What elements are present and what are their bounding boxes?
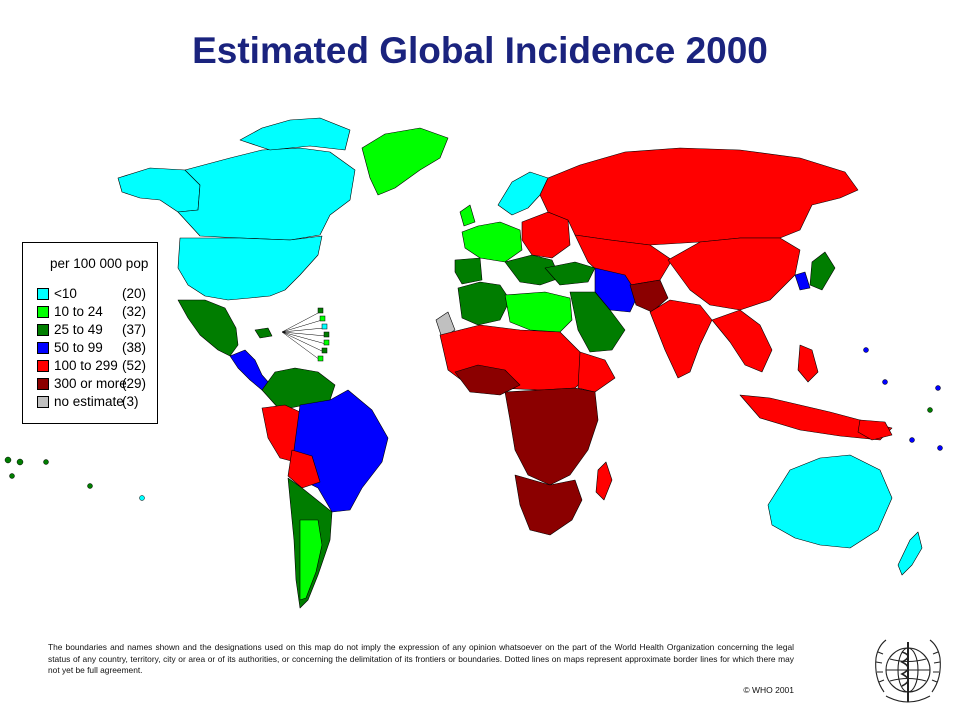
- region-horn: [577, 351, 616, 393]
- legend-item: 50 to 99 (38): [37, 340, 167, 356]
- legend-swatch: [37, 360, 49, 372]
- island-dot: [863, 347, 869, 353]
- island-dot: [909, 437, 915, 443]
- region-libya-egypt: [504, 291, 573, 333]
- map-legend: per 100 000 pop <10 (20) 10 to 24 (32) 2…: [22, 242, 158, 424]
- region-indonesia: [739, 394, 893, 441]
- legend-swatch: [37, 324, 49, 336]
- who-emblem-logo: [875, 639, 941, 703]
- region-australia: [767, 454, 893, 549]
- legend-item: 10 to 24 (32): [37, 304, 167, 320]
- region-usa: [177, 235, 323, 301]
- region-canada-islands: [239, 117, 351, 151]
- legend-count: (29): [122, 376, 147, 391]
- region-southern-africa: [514, 474, 583, 536]
- legend-swatch: [37, 396, 49, 408]
- region-north-africa-west: [457, 281, 511, 326]
- region-png: [857, 419, 893, 441]
- region-madagascar: [595, 461, 613, 501]
- region-china: [667, 237, 801, 311]
- island-dot: [882, 379, 888, 385]
- region-russia: [539, 147, 859, 246]
- map-disclaimer: The boundaries and names shown and the d…: [48, 642, 794, 675]
- region-greenland: [361, 127, 449, 196]
- region-mexico: [177, 299, 239, 357]
- legend-item: 100 to 299 (52): [37, 358, 167, 374]
- region-southeast-asia: [711, 309, 773, 373]
- region-caribbean: [254, 327, 273, 339]
- legend-label: no estimate: [54, 394, 124, 409]
- region-new-zealand: [897, 531, 923, 576]
- legend-label: 25 to 49: [54, 322, 103, 337]
- legend-label: <10: [54, 286, 77, 301]
- region-turkey: [544, 261, 596, 286]
- legend-label: 100 to 299: [54, 358, 118, 373]
- legend-count: (38): [122, 340, 147, 355]
- region-western-sahara: [435, 311, 456, 339]
- region-arabia: [569, 291, 626, 353]
- legend-swatch: [37, 288, 49, 300]
- region-central-america: [229, 349, 271, 391]
- legend-count: (37): [122, 322, 147, 337]
- legend-swatch: [37, 378, 49, 390]
- legend-count: (32): [122, 304, 147, 319]
- legend-label: 300 or more: [54, 376, 127, 391]
- legend-swatch: [37, 306, 49, 318]
- region-central-africa: [504, 387, 599, 486]
- legend-item: <10 (20): [37, 286, 167, 302]
- map-title: Estimated Global Incidence 2000: [192, 30, 768, 71]
- island-dot: [87, 483, 93, 489]
- legend-swatch: [37, 342, 49, 354]
- region-western-europe: [461, 221, 523, 263]
- island-dot: [927, 407, 933, 413]
- region-bolivia: [287, 449, 321, 489]
- legend-label: 50 to 99: [54, 340, 103, 355]
- legend-item: no estimate (3): [37, 394, 167, 410]
- region-japan: [809, 251, 836, 291]
- region-afghanistan: [629, 279, 669, 313]
- region-philippines: [797, 344, 819, 383]
- island-dot: [935, 385, 941, 391]
- region-argentina: [299, 519, 323, 601]
- legend-count: (3): [122, 394, 139, 409]
- legend-item: 300 or more (29): [37, 376, 167, 392]
- legend-count: (52): [122, 358, 147, 373]
- island-dot: [139, 495, 145, 501]
- island-dot: [16, 458, 24, 466]
- copyright-notice: © WHO 2001: [743, 685, 794, 695]
- island-dot: [937, 445, 943, 451]
- island-dot: [4, 456, 12, 464]
- region-india: [649, 299, 713, 379]
- island-dot: [9, 473, 15, 479]
- island-dot: [43, 459, 49, 465]
- region-alaska: [117, 167, 201, 213]
- legend-count: (20): [122, 286, 147, 301]
- region-eastern-europe: [521, 211, 571, 259]
- region-canada: [177, 147, 356, 241]
- legend-item: 25 to 49 (37): [37, 322, 167, 338]
- region-uk: [459, 204, 476, 227]
- legend-label: 10 to 24: [54, 304, 103, 319]
- region-korea: [794, 271, 811, 291]
- region-iberia: [454, 257, 483, 285]
- region-west-africa: [454, 364, 521, 396]
- legend-title: per 100 000 pop: [50, 256, 149, 271]
